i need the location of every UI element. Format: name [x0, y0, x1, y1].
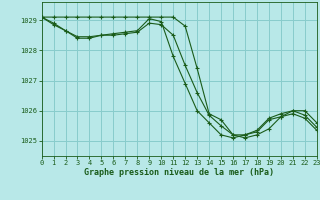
X-axis label: Graphe pression niveau de la mer (hPa): Graphe pression niveau de la mer (hPa)	[84, 168, 274, 177]
